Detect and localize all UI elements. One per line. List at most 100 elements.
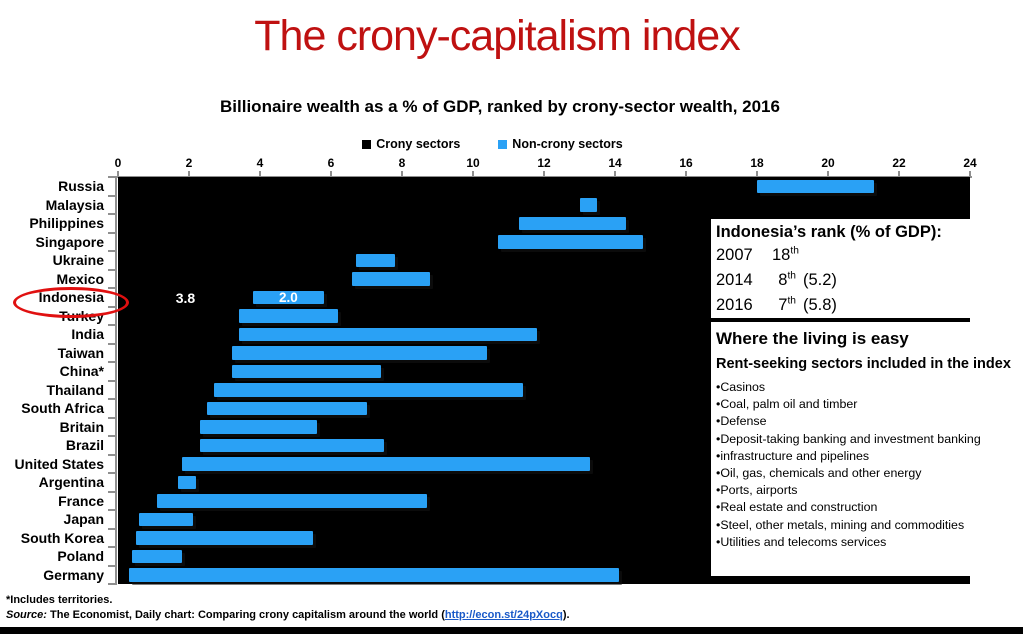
sector-list-item: •Casinos <box>716 380 766 394</box>
source-link[interactable]: http://econ.st/24pXocq <box>444 609 563 621</box>
rank-number: 18th <box>772 245 799 264</box>
y-tick-mark <box>108 213 116 215</box>
sector-list-item: •infrastructure and pipelines <box>716 448 870 463</box>
x-tick-label: 2 <box>185 156 193 170</box>
bar-noncrony-china- <box>231 364 381 379</box>
country-label: Britain <box>59 418 104 435</box>
bar-noncrony-turkey <box>238 309 339 323</box>
rank-value: (5.8) <box>803 296 837 314</box>
x-tick-mark <box>117 171 119 176</box>
x-tick-mark <box>188 171 190 176</box>
x-tick-mark <box>756 171 758 176</box>
chart-main-title: The crony-capitalism index <box>254 12 740 60</box>
country-label: Germany <box>43 566 104 583</box>
bar-noncrony-singapore <box>497 235 644 249</box>
source-suffix: ). <box>562 609 570 621</box>
chart-legend: Crony sectors Non-crony sectors <box>0 137 985 151</box>
bar-noncrony-malaysia <box>579 198 598 212</box>
country-label: Mexico <box>56 270 104 287</box>
x-tick-mark <box>614 171 616 176</box>
x-tick-label: 0 <box>114 156 122 170</box>
x-tick-mark <box>898 171 900 176</box>
country-label: India <box>71 326 104 342</box>
x-tick-mark <box>969 171 971 176</box>
y-tick-mark <box>108 472 116 474</box>
legend-label-noncrony: Non-crony sectors <box>512 137 623 151</box>
indonesia-highlight-ellipse <box>13 287 129 318</box>
country-label: United States <box>14 455 104 472</box>
footnote-territories: *Includes territories. <box>6 594 113 606</box>
source-text: The Economist, Daily chart: Comparing cr… <box>46 609 445 621</box>
bar-noncrony-argentina <box>178 475 197 490</box>
bar-noncrony-thailand <box>213 383 523 397</box>
y-tick-mark <box>108 379 116 382</box>
y-tick-mark <box>108 287 116 289</box>
x-tick-label: 6 <box>327 156 335 170</box>
country-label: Singapore <box>35 233 104 250</box>
y-tick-mark <box>108 231 116 234</box>
bar-noncrony-britain <box>199 420 317 434</box>
bar-noncrony-france <box>157 494 427 508</box>
y-tick-mark <box>108 546 116 548</box>
country-label: Philippines <box>29 215 104 231</box>
x-tick-mark <box>685 171 687 176</box>
legend-item-noncrony: Non-crony sectors <box>498 137 623 151</box>
country-label: Brazil <box>65 437 104 453</box>
y-tick-mark <box>108 250 116 252</box>
x-tick-mark <box>543 171 545 176</box>
x-tick-label: 20 <box>821 156 835 170</box>
y-tick-mark <box>108 453 116 456</box>
y-tick-mark <box>108 583 116 585</box>
x-tick-label: 18 <box>750 156 764 170</box>
x-tick-label: 12 <box>537 156 551 170</box>
rent-seeking-info-box: Where the living is easy Rent-seeking se… <box>711 322 1022 576</box>
rank-year: 2014 <box>716 271 753 289</box>
bar-noncrony-philippines <box>519 216 626 231</box>
country-label: Thailand <box>46 381 104 398</box>
bar-noncrony-russia <box>757 179 875 194</box>
rank-number: 7th <box>778 295 796 314</box>
sector-list-item: •Coal, palm oil and timber <box>716 397 858 412</box>
bar-noncrony-india <box>238 327 537 342</box>
sector-list-item: •Defense <box>716 414 767 429</box>
bar-noncrony-south-korea <box>135 531 314 545</box>
bar-noncrony-brazil <box>199 438 385 453</box>
country-label: China* <box>59 363 104 379</box>
noncrony-swatch-icon <box>498 139 508 149</box>
y-tick-mark <box>108 324 116 326</box>
sector-list-item: •Oil, gas, chemicals and other energy <box>716 466 922 481</box>
country-label: France <box>58 492 104 509</box>
y-tick-mark <box>108 509 116 511</box>
y-tick-mark <box>108 342 116 345</box>
country-label: Ukraine <box>52 252 104 268</box>
x-tick-mark <box>401 171 403 176</box>
y-axis-line <box>115 176 117 585</box>
rank-box-title: Indonesia’s rank (% of GDP): <box>716 223 942 241</box>
x-tick-mark <box>259 171 261 176</box>
x-tick-label: 22 <box>892 156 906 170</box>
sector-list-item: •Utilities and telecoms services <box>716 534 887 549</box>
bar-noncrony-japan <box>139 512 193 527</box>
y-tick-mark <box>108 268 116 271</box>
rank-row: 2016 7th (5.8) <box>716 293 966 318</box>
y-tick-mark <box>108 398 116 400</box>
sector-list: •Casinos •Coal, palm oil and timber •Defen… <box>716 379 1018 551</box>
country-label: Russia <box>58 178 104 194</box>
rank-row: 2007 18th <box>716 243 966 268</box>
bar-noncrony-taiwan <box>231 346 488 360</box>
rank-number: 8th <box>778 270 796 289</box>
indonesia-rank-box: Indonesia’s rank (% of GDP): 2007 18th 201… <box>711 219 970 318</box>
rank-year: 2016 <box>716 296 753 314</box>
bar-noncrony-indonesia: 2.0 <box>252 290 324 305</box>
bar-noncrony-poland <box>132 549 182 564</box>
y-tick-mark <box>108 564 116 567</box>
y-tick-mark <box>108 527 116 530</box>
sector-list-item: •Real estate and construction <box>716 500 878 515</box>
footnote-source: Source: The Economist, Daily chart: Comp… <box>6 609 570 621</box>
bottom-border-bar <box>0 627 1023 634</box>
bar-noncrony-ukraine <box>355 253 395 268</box>
bar-noncrony-germany <box>128 568 619 582</box>
legend-label-crony: Crony sectors <box>376 137 461 151</box>
sector-list-item: •Deposit-taking banking and investment b… <box>716 431 981 446</box>
